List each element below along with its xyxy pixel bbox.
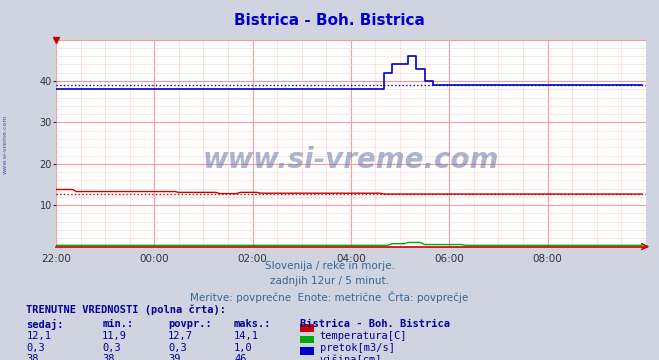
Text: 1,0: 1,0: [234, 343, 252, 353]
Text: 0,3: 0,3: [102, 343, 121, 353]
Text: 08:00: 08:00: [532, 254, 562, 264]
Text: 14,1: 14,1: [234, 331, 259, 341]
Text: 46: 46: [234, 354, 246, 360]
Text: zadnjih 12ur / 5 minut.: zadnjih 12ur / 5 minut.: [270, 276, 389, 286]
Text: 06:00: 06:00: [434, 254, 464, 264]
Text: 0,3: 0,3: [26, 343, 45, 353]
Text: Bistrica - Boh. Bistrica: Bistrica - Boh. Bistrica: [234, 13, 425, 28]
Text: povpr.:: povpr.:: [168, 319, 212, 329]
Text: Bistrica - Boh. Bistrica: Bistrica - Boh. Bistrica: [300, 319, 450, 329]
Text: TRENUTNE VREDNOSTI (polna črta):: TRENUTNE VREDNOSTI (polna črta):: [26, 304, 226, 315]
Text: 12,7: 12,7: [168, 331, 193, 341]
Text: 00:00: 00:00: [140, 254, 169, 264]
Text: Meritve: povprečne  Enote: metrične  Črta: povprečje: Meritve: povprečne Enote: metrične Črta:…: [190, 291, 469, 303]
Text: 04:00: 04:00: [336, 254, 366, 264]
Text: 22:00: 22:00: [41, 254, 71, 264]
Text: sedaj:: sedaj:: [26, 319, 64, 330]
Text: 02:00: 02:00: [238, 254, 268, 264]
Text: 0,3: 0,3: [168, 343, 186, 353]
Text: 11,9: 11,9: [102, 331, 127, 341]
Text: Slovenija / reke in morje.: Slovenija / reke in morje.: [264, 261, 395, 271]
Text: 12,1: 12,1: [26, 331, 51, 341]
Text: pretok[m3/s]: pretok[m3/s]: [320, 343, 395, 353]
Text: www.si-vreme.com: www.si-vreme.com: [203, 146, 499, 174]
Text: temperatura[C]: temperatura[C]: [320, 331, 407, 341]
Text: maks.:: maks.:: [234, 319, 272, 329]
Text: 38: 38: [102, 354, 115, 360]
Text: višina[cm]: višina[cm]: [320, 354, 382, 360]
Text: min.:: min.:: [102, 319, 133, 329]
Text: www.si-vreme.com: www.si-vreme.com: [3, 114, 8, 174]
Text: 38: 38: [26, 354, 39, 360]
Text: 39: 39: [168, 354, 181, 360]
